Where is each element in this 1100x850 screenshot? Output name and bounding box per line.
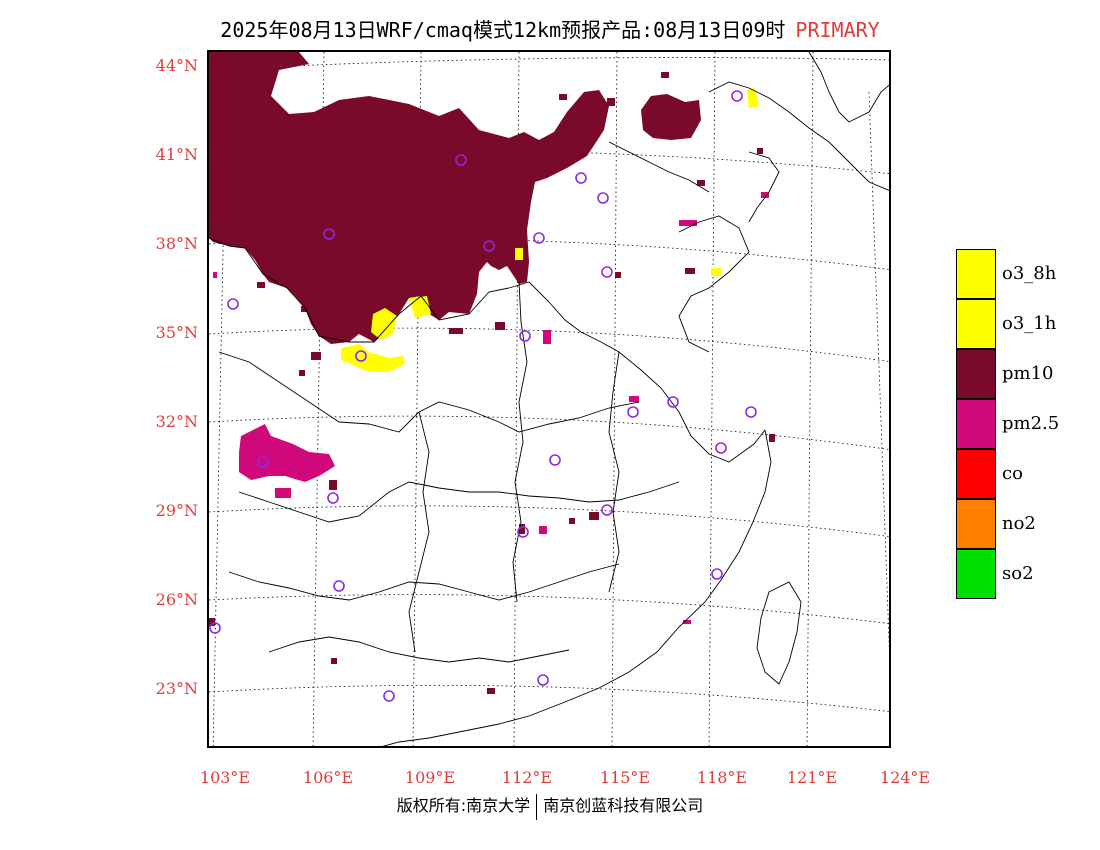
legend-item-co: co (956, 449, 1096, 499)
map-panel[interactable] (207, 50, 891, 748)
legend-label-co: co (1002, 463, 1023, 484)
legend-item-no2: no2 (956, 499, 1096, 549)
footer-copyright: 版权所有:南京大学 (396, 796, 531, 815)
legend-swatch-so2 (956, 549, 996, 599)
station-markers (209, 90, 757, 702)
boundary-lines (209, 52, 889, 746)
pm10-region (209, 52, 775, 694)
legend-swatch-no2 (956, 499, 996, 549)
copyright-footer: 版权所有:南京大学 南京创蓝科技有限公司 (0, 792, 1100, 820)
legend-label-o3-8h: o3_8h (1002, 263, 1057, 284)
lon-label-118: 118°E (696, 768, 748, 787)
lon-label-109: 109°E (404, 768, 456, 787)
lat-label-29: 29°N (155, 501, 198, 520)
legend-swatch-pm10 (956, 349, 996, 399)
lon-label-103: 103°E (199, 768, 251, 787)
lon-label-112: 112°E (501, 768, 553, 787)
footer-separator (536, 793, 538, 820)
legend-label-no2: no2 (1002, 513, 1036, 534)
pollutant-legend: o3_8h o3_1h pm10 pm2.5 co no2 so2 (956, 249, 1096, 599)
lon-label-121: 121°E (786, 768, 838, 787)
legend-item-o3-8h: o3_8h (956, 249, 1096, 299)
legend-label-pm25: pm2.5 (1002, 413, 1060, 434)
legend-label-o3-1h: o3_1h (1002, 313, 1057, 334)
map-title: 2025年08月13日WRF/cmaq模式12km预报产品:08月13日09时 P… (0, 14, 1100, 43)
title-primary-tag: PRIMARY (795, 18, 880, 42)
legend-item-o3-1h: o3_1h (956, 299, 1096, 349)
footer-company: 南京创蓝科技有限公司 (543, 796, 704, 815)
lat-label-38: 38°N (155, 234, 198, 253)
legend-swatch-co (956, 449, 996, 499)
lat-label-35: 35°N (155, 323, 198, 342)
map-canvas (209, 52, 889, 746)
lat-label-26: 26°N (155, 590, 198, 609)
lon-label-124: 124°E (879, 768, 931, 787)
legend-item-pm10: pm10 (956, 349, 1096, 399)
legend-swatch-pm25 (956, 399, 996, 449)
legend-label-so2: so2 (1002, 563, 1034, 584)
legend-swatch-o3-1h (956, 299, 996, 349)
title-main: 2025年08月13日WRF/cmaq模式12km预报产品:08月13日09时 (220, 18, 786, 42)
lat-label-32: 32°N (155, 412, 198, 431)
legend-item-pm25: pm2.5 (956, 399, 1096, 449)
lat-label-23: 23°N (155, 679, 198, 698)
lon-label-115: 115°E (599, 768, 651, 787)
lat-label-44: 44°N (155, 56, 198, 75)
lat-label-41: 41°N (155, 145, 198, 164)
legend-item-so2: so2 (956, 549, 1096, 599)
legend-swatch-o3-8h (956, 249, 996, 299)
lon-label-106: 106°E (302, 768, 354, 787)
legend-label-pm10: pm10 (1002, 363, 1054, 384)
